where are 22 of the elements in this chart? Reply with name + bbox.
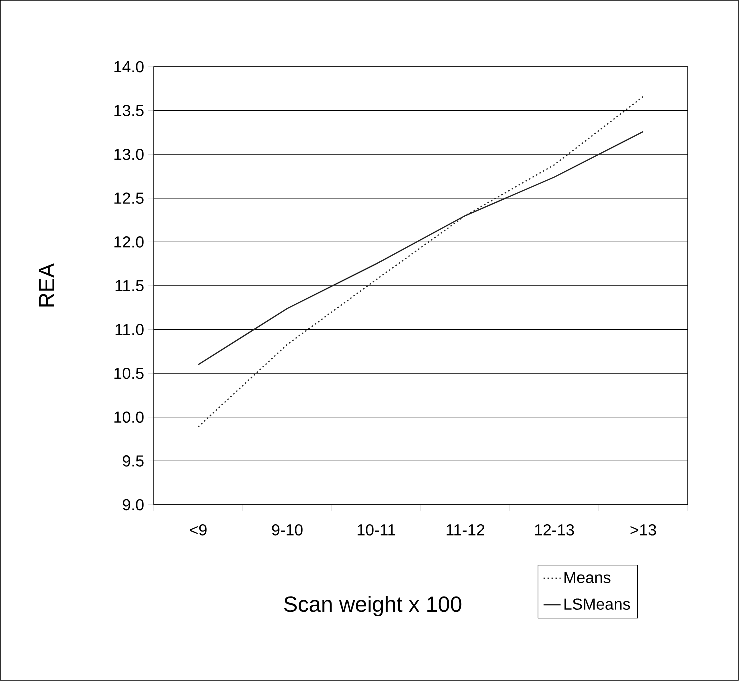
y-tick-label: 9.0 bbox=[123, 499, 144, 511]
x-tick-label: <9 bbox=[190, 524, 207, 536]
x-tick-label: 11-12 bbox=[446, 524, 484, 536]
y-tick-label: 11.0 bbox=[116, 324, 144, 336]
legend-label: LSMeans bbox=[564, 598, 630, 610]
y-tick-label: 10.5 bbox=[114, 368, 144, 380]
y-axis-title: REA bbox=[39, 264, 54, 307]
x-tick-label: 9-10 bbox=[272, 524, 303, 536]
y-tick-label: 10.0 bbox=[114, 412, 144, 424]
line-series bbox=[198, 96, 644, 428]
x-tick-label: 12-13 bbox=[535, 524, 574, 536]
x-axis-title: Scan weight x 100 bbox=[284, 596, 462, 617]
x-tick-label: 10-11 bbox=[358, 524, 396, 536]
y-tick-label: 13.0 bbox=[114, 148, 144, 160]
y-tick-label: 12.5 bbox=[114, 192, 144, 204]
y-tick-label: 12.0 bbox=[114, 236, 144, 248]
x-tick-label: >13 bbox=[630, 524, 656, 536]
y-tick-label: 14.0 bbox=[114, 61, 144, 73]
legend-label: Means bbox=[564, 572, 611, 584]
y-tick-label: 11.5 bbox=[116, 280, 144, 292]
y-tick-label: 9.5 bbox=[123, 456, 144, 467]
y-tick-label: 13.5 bbox=[114, 105, 144, 116]
